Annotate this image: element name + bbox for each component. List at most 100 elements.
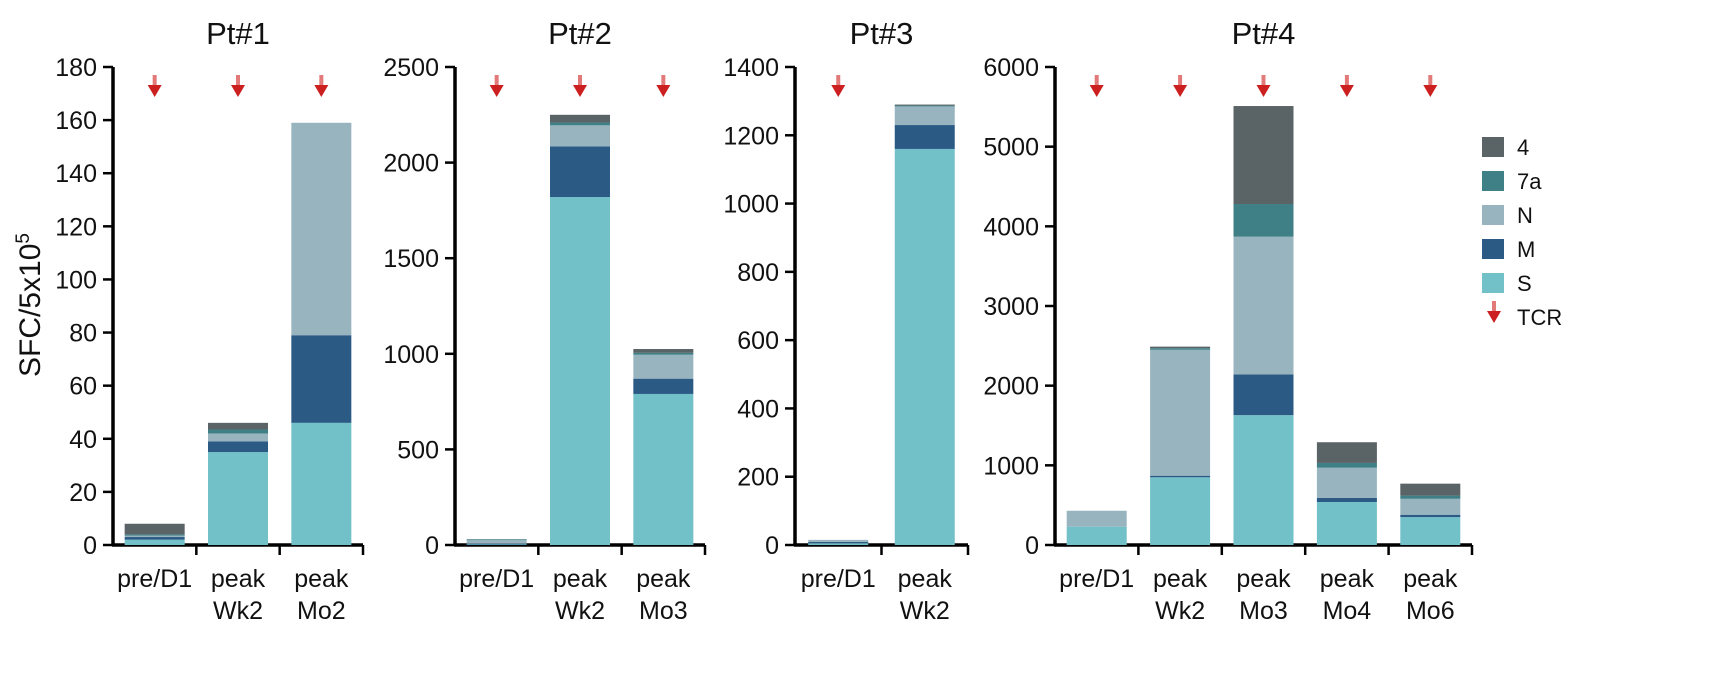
bar-segment-M xyxy=(550,146,610,198)
tcr-arrow-icon xyxy=(147,75,162,97)
x-tick-label: peak Mo6 xyxy=(1403,565,1458,625)
bar-segment-M xyxy=(1150,475,1211,478)
bar-segment-M xyxy=(124,537,185,540)
y-tick-label: 80 xyxy=(69,320,97,348)
bar-segment-4 xyxy=(1150,346,1211,349)
bar-segment-N xyxy=(124,535,185,538)
bar-segment-7a xyxy=(466,539,527,541)
bar-segment-S xyxy=(291,422,352,545)
y-tick-label: 60 xyxy=(69,373,97,401)
legend-swatch xyxy=(1482,239,1504,259)
y-tick-label: 0 xyxy=(765,532,779,560)
tcr-arrow-icon xyxy=(1089,75,1104,97)
x-tick-label: peak Mo3 xyxy=(1236,565,1291,625)
legend-label: N xyxy=(1517,203,1533,228)
bar-segment-7a xyxy=(633,352,694,355)
bar-segment-N xyxy=(1150,349,1211,476)
y-tick-label: 160 xyxy=(55,107,97,135)
tcr-arrow-icon xyxy=(656,75,671,97)
panel-title: Pt#2 xyxy=(548,16,612,51)
tcr-arrow-icon xyxy=(1173,75,1188,97)
x-tick-label: pre/D1 xyxy=(459,565,534,593)
y-tick-label: 0 xyxy=(425,532,439,560)
legend: 4 7a NMS TCR xyxy=(1482,135,1562,330)
y-tick-label: 0 xyxy=(83,532,97,560)
panel-1: Pt#1 0 20 40 60 80 100 120 140 160 180 pre/D1 peak Wk… xyxy=(55,16,365,625)
bar-segment-S xyxy=(1150,477,1211,545)
bar-segment-N xyxy=(1316,467,1377,498)
bar-segment-N xyxy=(466,539,527,544)
bar-segment-M xyxy=(633,378,694,394)
bar-segment-N xyxy=(894,106,955,126)
y-tick-label: 100 xyxy=(55,266,97,294)
y-axis-label-superscript: 5 xyxy=(13,233,34,244)
bar-segment-N xyxy=(550,125,610,147)
bar-segment-M xyxy=(1233,374,1294,416)
bar-segment-7a xyxy=(1400,495,1461,499)
y-tick-label: 600 xyxy=(737,327,779,355)
bar-segment-7a xyxy=(124,534,185,536)
tcr-arrow-icon xyxy=(573,75,587,97)
y-tick-label: 180 xyxy=(55,54,97,82)
y-tick-label: 4000 xyxy=(983,213,1039,241)
bar-segment-N xyxy=(1066,510,1127,527)
panel-title: Pt#1 xyxy=(206,16,270,51)
panel-2: Pt#2 0 500 1000 1500 2000 2500 pre/D1 peak Wk2 pea… xyxy=(383,16,707,625)
legend-swatch xyxy=(1482,171,1504,191)
y-tick-label: 800 xyxy=(737,259,779,287)
y-tick-label: 1000 xyxy=(383,341,439,369)
bar-segment-M xyxy=(466,543,527,545)
bar-segment-7a xyxy=(208,429,268,434)
legend-label: 4 xyxy=(1517,135,1529,160)
bar-segment-M xyxy=(1316,497,1377,502)
legend-swatch xyxy=(1482,137,1504,157)
tcr-arrow-icon xyxy=(1339,75,1354,97)
tcr-arrow-icon xyxy=(1256,75,1271,97)
panel-3: Pt#3 0 200 400 600 800 1000 1200 1400 pre/D1 peak W… xyxy=(723,16,970,625)
y-tick-label: 1200 xyxy=(723,122,779,150)
y-tick-label: 2000 xyxy=(383,150,439,178)
bar-segment-S xyxy=(1400,517,1461,545)
bar-segment-M xyxy=(894,125,955,149)
x-tick-label: pre/D1 xyxy=(117,565,192,593)
y-tick-label: 40 xyxy=(69,426,97,454)
bar-segment-S xyxy=(1233,415,1294,545)
bar-segment-M xyxy=(808,541,869,544)
y-axis-label: SFC/5x105 xyxy=(13,233,47,377)
bar-segment-4 xyxy=(208,422,268,430)
bar-segment-S xyxy=(894,148,955,545)
bar-segment-4 xyxy=(124,523,185,535)
y-tick-label: 1500 xyxy=(383,245,439,273)
y-tick-label: 3000 xyxy=(983,293,1039,321)
y-tick-label: 5000 xyxy=(983,134,1039,162)
legend-item-N: N xyxy=(1482,203,1533,228)
bar-segment-S xyxy=(208,452,268,545)
panel-4: Pt#4 0 1000 2000 3000 4000 5000 6000 pre/D1 peak W… xyxy=(983,16,1474,625)
y-tick-label: 400 xyxy=(737,395,779,423)
tcr-arrow-icon xyxy=(831,75,846,97)
bar-segment-4 xyxy=(1400,483,1461,496)
bar-segment-S xyxy=(550,197,610,546)
legend-item-M: M xyxy=(1482,237,1535,262)
legend-swatch xyxy=(1482,205,1504,225)
y-tick-label: 1000 xyxy=(983,452,1039,480)
legend-label: TCR xyxy=(1517,305,1562,330)
bar-segment-S xyxy=(633,393,694,545)
x-tick-label: pre/D1 xyxy=(1059,565,1134,593)
tcr-arrow-icon xyxy=(1423,75,1438,97)
bar-segment-N xyxy=(1400,498,1461,515)
bar-segment-4 xyxy=(894,104,955,106)
bar-segment-4 xyxy=(1316,442,1377,463)
bar-segment-N xyxy=(291,122,352,336)
legend-label: 7a xyxy=(1517,169,1542,194)
y-tick-label: 20 xyxy=(69,479,97,507)
bar-segment-4 xyxy=(1233,106,1294,205)
tcr-arrow-icon xyxy=(231,75,245,97)
legend-item-TCR: TCR xyxy=(1487,301,1562,330)
y-tick-label: 6000 xyxy=(983,54,1039,82)
y-tick-label: 1400 xyxy=(723,54,779,82)
y-tick-label: 1000 xyxy=(723,191,779,219)
y-tick-label: 500 xyxy=(397,436,439,464)
x-tick-label: peak Wk2 xyxy=(553,565,608,625)
